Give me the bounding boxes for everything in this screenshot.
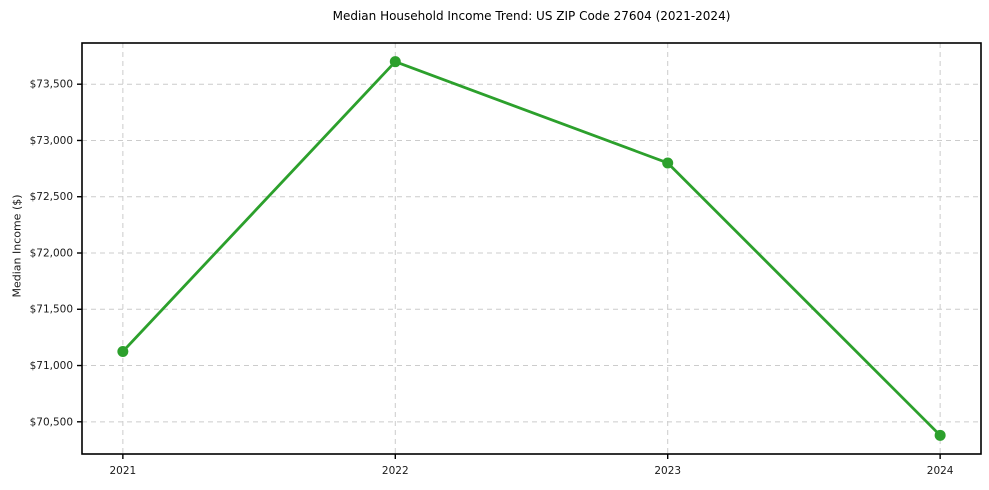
data-line: [121, 60, 942, 437]
axes-box: [81, 42, 982, 455]
y-tick-label: $73,500: [30, 79, 73, 91]
y-tick-label: $70,500: [30, 416, 73, 428]
x-tick-label: 2024: [927, 465, 954, 477]
x-tick-label: 2023: [654, 465, 681, 477]
y-tick-label: $72,000: [30, 247, 73, 259]
y-tick-label: $71,500: [30, 304, 73, 316]
y-tick-label: $73,000: [30, 135, 73, 147]
data-point-2022: [389, 56, 401, 68]
x-tick-label: 2022: [382, 465, 409, 477]
chart-title: Median Household Income Trend: US ZIP Co…: [332, 9, 731, 23]
x-tick-label: 2021: [109, 465, 136, 477]
y-tick-label: $72,500: [30, 191, 73, 203]
data-point-2023: [662, 157, 674, 169]
y-tick-label: $71,000: [30, 360, 73, 372]
data-point-2024: [934, 429, 946, 441]
data-point-2021: [117, 345, 129, 357]
